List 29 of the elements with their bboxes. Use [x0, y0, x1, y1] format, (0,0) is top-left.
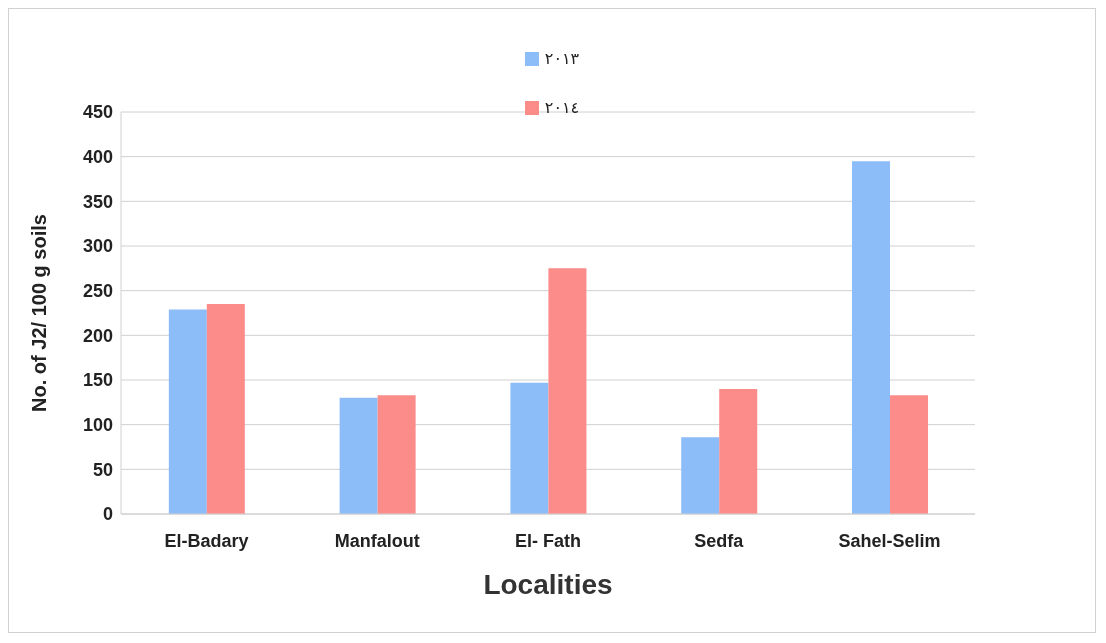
bar	[719, 388, 758, 514]
bar	[339, 397, 378, 514]
y-tick-label: 100	[82, 415, 113, 436]
y-tick-label: 150	[82, 370, 113, 391]
y-tick-label: 400	[82, 147, 113, 168]
y-tick-label: 250	[82, 281, 113, 302]
bar	[168, 309, 207, 514]
legend-label: ٢٠١٣	[544, 49, 580, 68]
y-tick-label: 300	[82, 236, 113, 257]
x-axis-title: Localities	[483, 569, 613, 600]
bar	[681, 437, 720, 514]
x-tick-label: El-Badary	[164, 530, 249, 551]
y-tick-label: 200	[82, 325, 113, 346]
bar	[377, 395, 416, 514]
y-tick-label: 350	[82, 191, 113, 212]
bar	[890, 395, 929, 514]
legend-label: ٢٠١٤	[544, 98, 580, 117]
y-tick-label: 450	[82, 102, 113, 123]
x-tick-label: El- Fath	[515, 530, 581, 551]
bar	[510, 382, 549, 514]
y-axis-title: No. of J2/ 100 g soils	[28, 214, 51, 412]
bar	[206, 304, 245, 514]
bar	[852, 161, 891, 514]
y-tick-label: 50	[92, 459, 113, 480]
x-tick-label: Sedfa	[694, 530, 745, 551]
y-tick-label: 0	[102, 504, 113, 525]
x-tick-label: Manfalout	[334, 530, 420, 551]
x-tick-label: Sahel-Selim	[838, 530, 941, 551]
bar	[548, 268, 587, 514]
